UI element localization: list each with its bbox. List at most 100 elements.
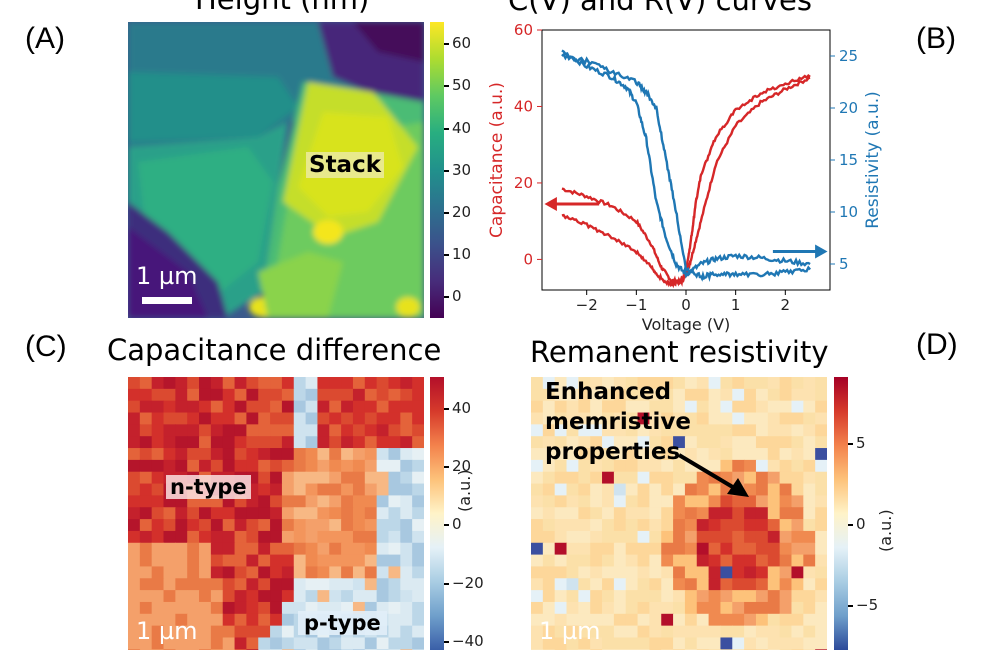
map-pixel <box>613 412 627 425</box>
map-pixel <box>210 625 224 639</box>
map-pixel <box>590 400 603 414</box>
map-pixel <box>744 530 757 544</box>
map-pixel <box>246 377 259 390</box>
map-pixel <box>684 637 698 650</box>
map-pixel <box>815 377 827 390</box>
map-pixel <box>258 448 271 461</box>
map-pixel <box>791 625 804 639</box>
map-pixel <box>661 400 674 414</box>
map-pixel <box>187 578 200 591</box>
annotation-line: Enhanced <box>545 379 672 405</box>
map-pixel <box>566 530 579 544</box>
map-pixel <box>531 400 544 414</box>
map-pixel <box>673 601 686 615</box>
map-pixel <box>400 448 413 461</box>
y-left-tick-label: 40 <box>514 97 533 115</box>
panel-b-label: (B) <box>916 22 956 55</box>
map-pixel <box>234 578 247 591</box>
map-pixel <box>542 542 556 556</box>
map-pixel <box>139 530 153 544</box>
map-pixel <box>246 424 259 437</box>
map-pixel <box>139 483 153 496</box>
map-pixel <box>578 495 591 508</box>
map-pixel <box>542 578 556 591</box>
map-pixel <box>732 554 745 568</box>
map-pixel <box>281 471 295 485</box>
map-pixel <box>625 625 639 639</box>
colorbar-c-ticks: 40 20 0 −20 −40 <box>444 377 484 650</box>
map-pixel <box>815 483 827 496</box>
map-pixel <box>187 554 200 568</box>
cbar-d-tick: 5 <box>856 434 866 452</box>
map-pixel <box>246 601 259 615</box>
map-pixel <box>341 590 354 603</box>
annotation-line: memristive <box>545 409 691 435</box>
map-pixel <box>649 424 662 437</box>
map-pixel <box>696 412 710 425</box>
map-pixel <box>791 530 804 544</box>
map-pixel <box>566 566 579 579</box>
map-pixel <box>673 400 686 414</box>
colorbar-a-ticks: 60 50 40 30 20 10 0 <box>444 22 474 318</box>
map-pixel <box>305 578 319 591</box>
map-pixel <box>199 601 212 615</box>
map-pixel <box>649 601 662 615</box>
map-pixel <box>767 459 781 473</box>
map-pixel <box>542 625 556 639</box>
map-pixel <box>625 507 639 520</box>
map-pixel <box>779 412 793 425</box>
map-pixel <box>400 519 413 532</box>
map-pixel <box>637 554 650 568</box>
map-pixel <box>246 566 259 579</box>
map-pixel <box>128 448 141 461</box>
series-line <box>561 74 811 289</box>
map-pixel <box>341 530 354 544</box>
map-pixel <box>578 483 591 496</box>
map-pixel <box>602 507 615 520</box>
scale-bar-a <box>142 297 192 304</box>
map-pixel <box>388 625 401 639</box>
map-pixel <box>270 388 283 402</box>
map-pixel <box>602 542 615 556</box>
map-pixel <box>352 578 366 591</box>
map-pixel <box>293 459 307 473</box>
map-pixel <box>625 412 639 425</box>
map-pixel <box>732 507 745 520</box>
map-pixel <box>187 400 200 414</box>
map-pixel <box>376 566 390 579</box>
map-pixel <box>151 448 165 461</box>
map-pixel <box>602 471 615 485</box>
map-pixel <box>234 377 247 390</box>
map-pixel <box>673 542 686 556</box>
map-pixel <box>566 637 579 650</box>
map-pixel <box>566 495 579 508</box>
map-pixel <box>531 448 544 461</box>
map-pixel <box>163 388 176 402</box>
map-pixel <box>412 625 424 639</box>
map-pixel <box>720 388 733 402</box>
map-pixel <box>139 377 153 390</box>
map-pixel <box>779 542 793 556</box>
map-pixel <box>815 590 827 603</box>
map-pixel <box>554 590 568 603</box>
map-pixel <box>613 601 627 615</box>
map-pixel <box>270 554 283 568</box>
map-pixel <box>755 448 769 461</box>
map-pixel <box>767 436 781 449</box>
map-pixel <box>317 459 330 473</box>
map-pixel <box>542 613 556 627</box>
map-pixel <box>696 424 710 437</box>
map-pixel <box>708 412 722 425</box>
map-pixel <box>755 507 769 520</box>
map-pixel <box>720 400 733 414</box>
map-pixel <box>637 388 650 402</box>
map-pixel <box>791 507 804 520</box>
map-pixel <box>637 590 650 603</box>
map-pixel <box>293 483 307 496</box>
map-pixel <box>400 613 413 627</box>
map-pixel <box>625 613 639 627</box>
map-pixel <box>744 507 757 520</box>
map-pixel <box>613 495 627 508</box>
map-pixel <box>317 495 330 508</box>
map-pixel <box>281 530 295 544</box>
